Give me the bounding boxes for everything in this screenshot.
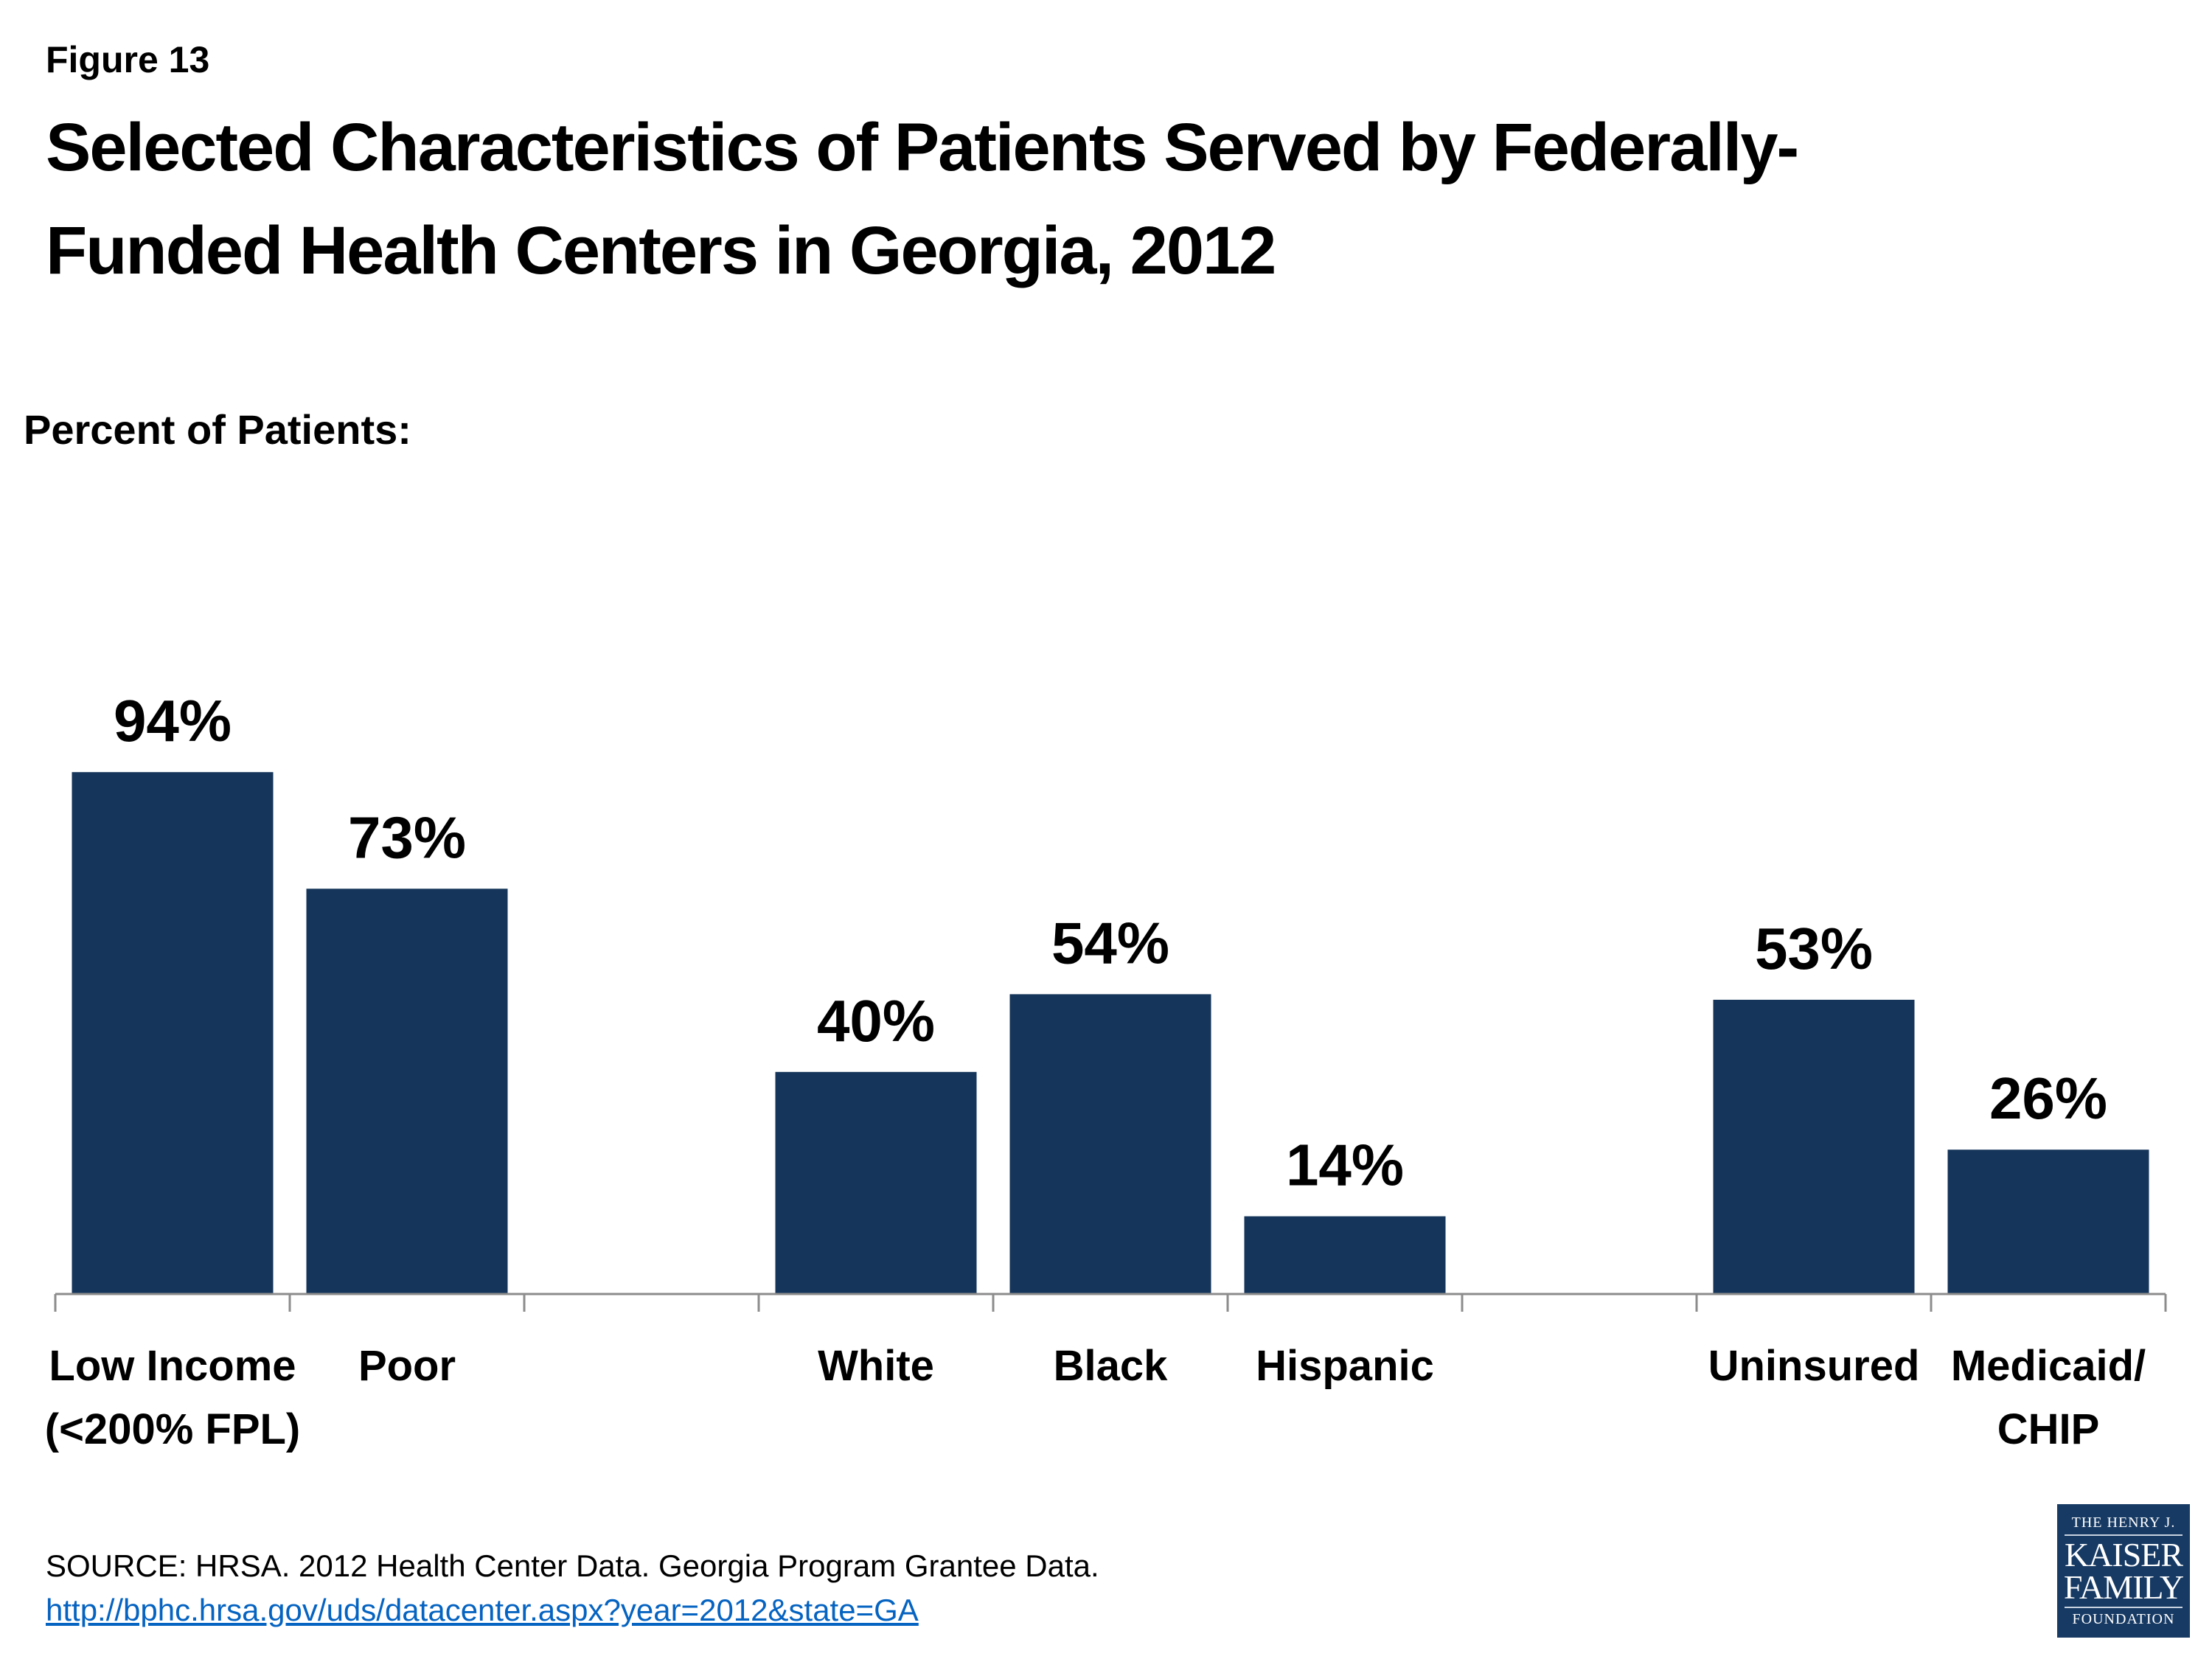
bar-1 [306,888,508,1294]
data-label-0: 94% [114,688,232,754]
chart-title-line-1: Selected Characteristics of Patients Ser… [46,110,1799,185]
data-label-5: 14% [1286,1133,1404,1198]
category-label-8: Medicaid/ [1951,1342,2146,1390]
data-label-3: 40% [817,988,935,1054]
bar-8 [1947,1150,2149,1294]
bar-4 [1009,994,1211,1294]
source-link[interactable]: http://bphc.hrsa.gov/uds/datacenter.aspx… [46,1593,919,1627]
y-axis-label: Percent of Patients: [24,406,411,453]
category-label-0: (<200% FPL) [45,1405,301,1453]
data-label-7: 53% [1755,916,1873,981]
category-label-8: CHIP [1997,1405,2100,1453]
category-label-1: Poor [358,1342,456,1390]
bar-0 [72,772,274,1294]
bar-7 [1713,999,1915,1294]
data-label-8: 26% [1989,1065,2107,1131]
data-label-1: 73% [348,804,466,870]
source-note: SOURCE: HRSA. 2012 Health Center Data. G… [46,1548,1099,1583]
category-label-7: Uninsured [1708,1342,1920,1390]
bar-5 [1244,1216,1446,1294]
category-label-4: Black [1054,1342,1169,1390]
kff-logo: THE HENRY J. KAISER FAMILY FOUNDATION [2057,1504,2190,1638]
data-label-4: 54% [1051,910,1169,975]
figure-label: Figure 13 [46,39,210,80]
bar-3 [775,1071,977,1294]
category-label-0: Low Income [49,1342,296,1390]
chart-title-line-2: Funded Health Centers in Georgia, 2012 [46,213,1276,288]
category-label-5: Hispanic [1256,1342,1434,1390]
category-label-3: White [818,1342,934,1390]
